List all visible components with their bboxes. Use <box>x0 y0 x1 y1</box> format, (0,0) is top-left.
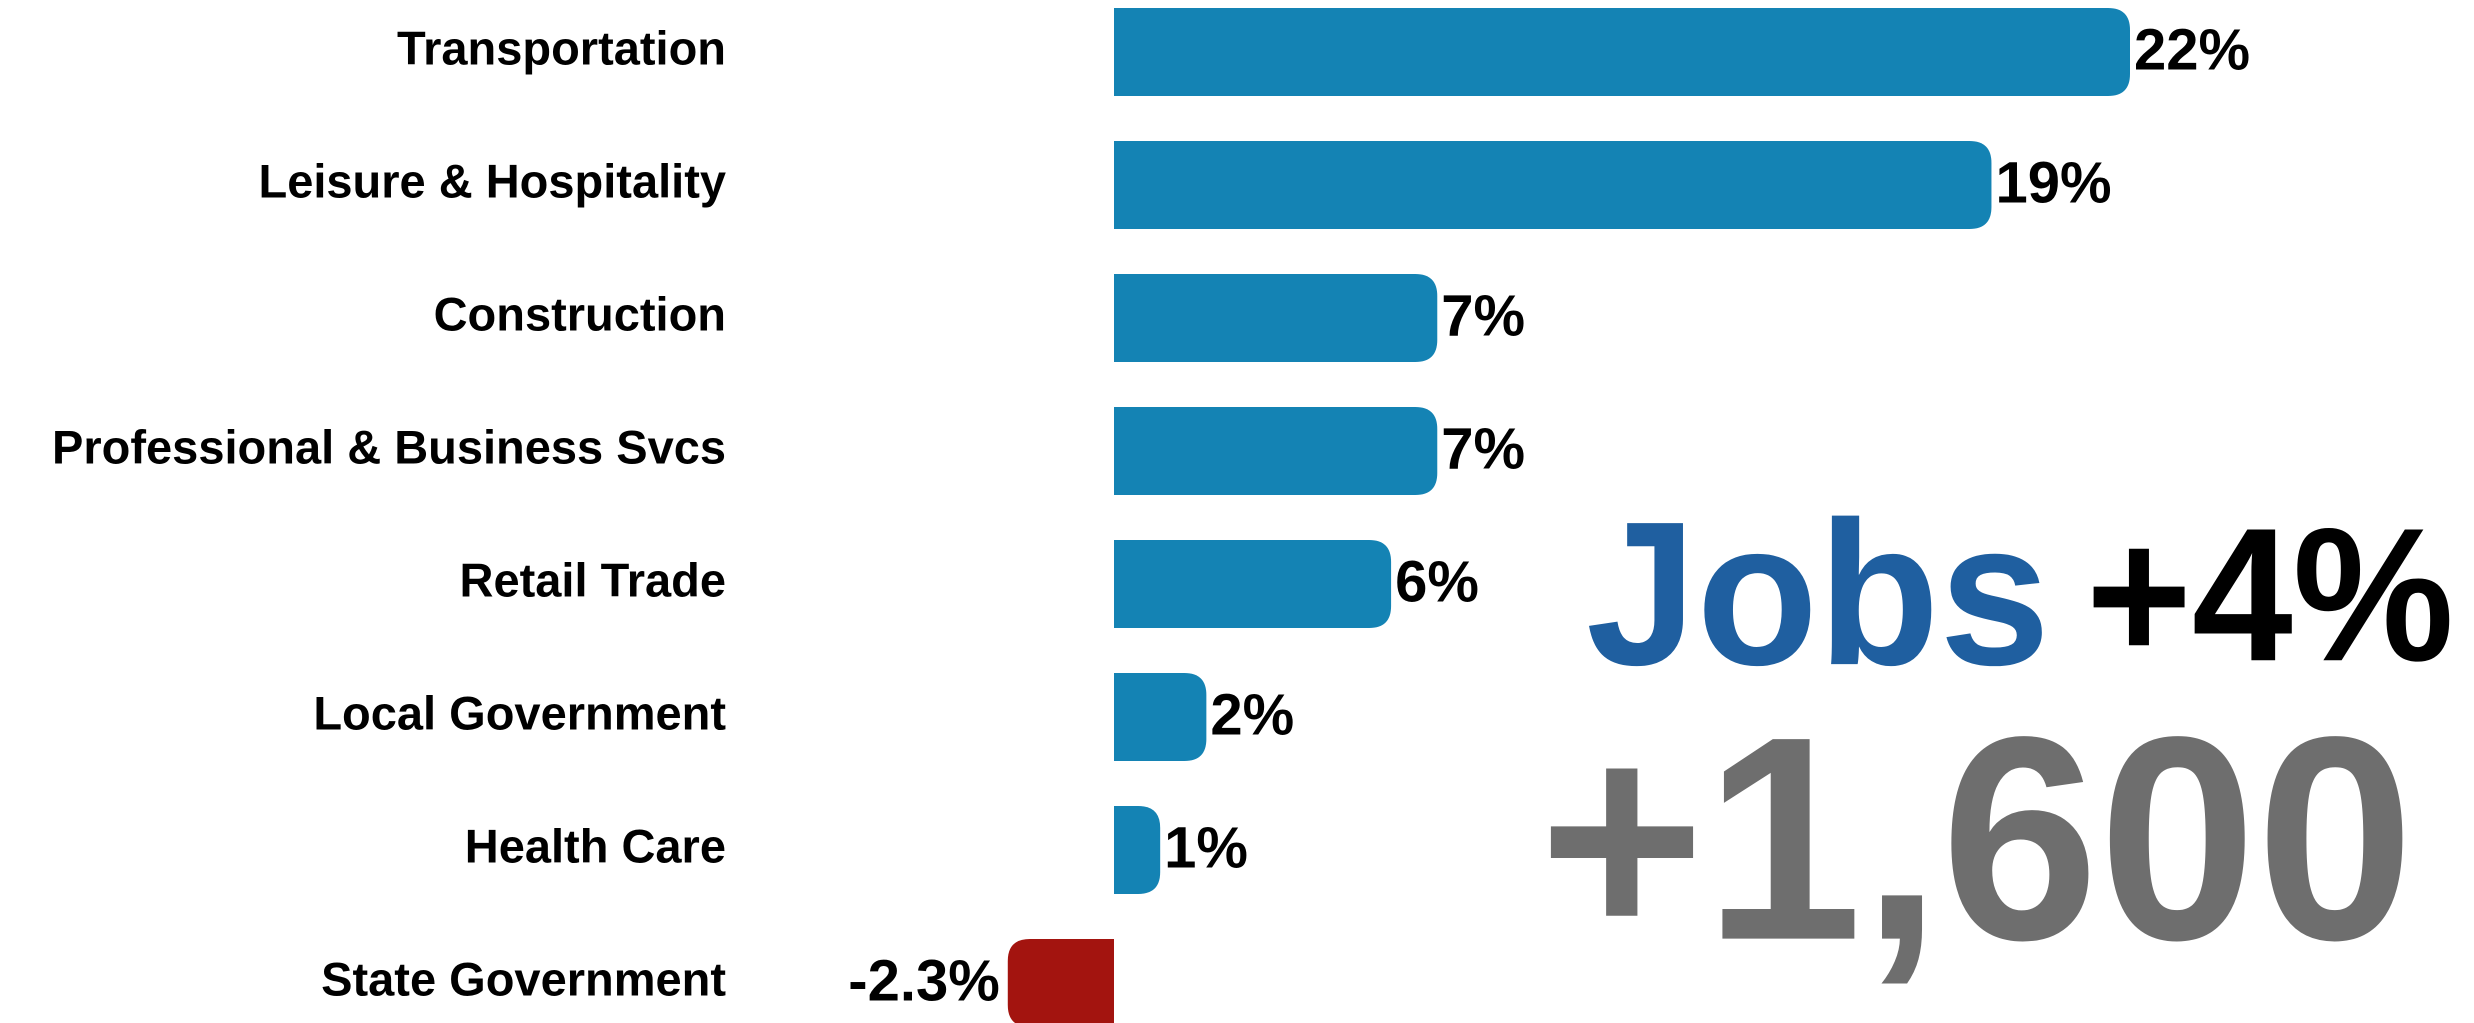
annotation: +4% <box>2086 489 2454 701</box>
category-label: Construction <box>434 287 726 340</box>
bar <box>1114 141 1992 229</box>
annotation: +1,600 <box>1539 677 2414 1001</box>
category-label: Professional & Business Svcs <box>52 420 726 473</box>
bar <box>1007 939 1114 1023</box>
category-label: Leisure & Hospitality <box>259 154 727 207</box>
bar <box>1114 673 1207 761</box>
category-label: Retail Trade <box>460 553 726 606</box>
category-label: Local Government <box>313 686 726 739</box>
value-label: 19% <box>1995 150 2111 215</box>
bar <box>1114 274 1438 362</box>
annotation: Jobs <box>1586 479 2050 708</box>
value-label: 2% <box>1210 682 1294 747</box>
category-label: State Government <box>321 952 726 1005</box>
category-label: Transportation <box>397 21 726 74</box>
value-label: 22% <box>2134 17 2250 82</box>
bar <box>1114 8 2130 96</box>
value-label: -2.3% <box>848 948 1000 1013</box>
value-label: 1% <box>1164 815 1248 880</box>
value-label: 7% <box>1441 283 1525 348</box>
value-label: 7% <box>1441 416 1525 481</box>
value-label: 6% <box>1395 549 1479 614</box>
bar <box>1114 806 1161 894</box>
bar <box>1114 407 1438 495</box>
bar <box>1114 540 1392 628</box>
category-label: Health Care <box>465 819 726 872</box>
